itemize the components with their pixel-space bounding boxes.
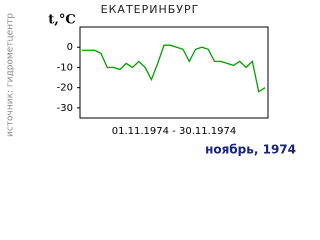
footer: ноябрь, 1974 bbox=[205, 143, 296, 157]
data-line bbox=[82, 44, 266, 93]
y-tick-label: -10 bbox=[57, 62, 73, 73]
y-tick-label: -30 bbox=[57, 103, 73, 114]
y-tick-label: -20 bbox=[57, 83, 73, 94]
chart: ЕКАТЕРИНБУРГ t,°C источник: гидрометцент… bbox=[6, 3, 297, 157]
x-axis-label: 01.11.1974 - 30.11.1974 bbox=[112, 126, 236, 137]
plot-frame bbox=[79, 26, 269, 119]
y-axis-label: t,°C bbox=[48, 13, 75, 28]
source-note: источник: гидрометцентр bbox=[6, 13, 16, 137]
chart-title: ЕКАТЕРИНБУРГ bbox=[101, 3, 200, 16]
y-tick-label: 0 bbox=[67, 42, 73, 53]
